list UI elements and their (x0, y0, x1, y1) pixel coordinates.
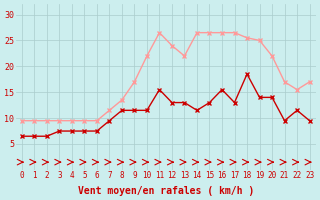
X-axis label: Vent moyen/en rafales ( km/h ): Vent moyen/en rafales ( km/h ) (77, 186, 254, 196)
